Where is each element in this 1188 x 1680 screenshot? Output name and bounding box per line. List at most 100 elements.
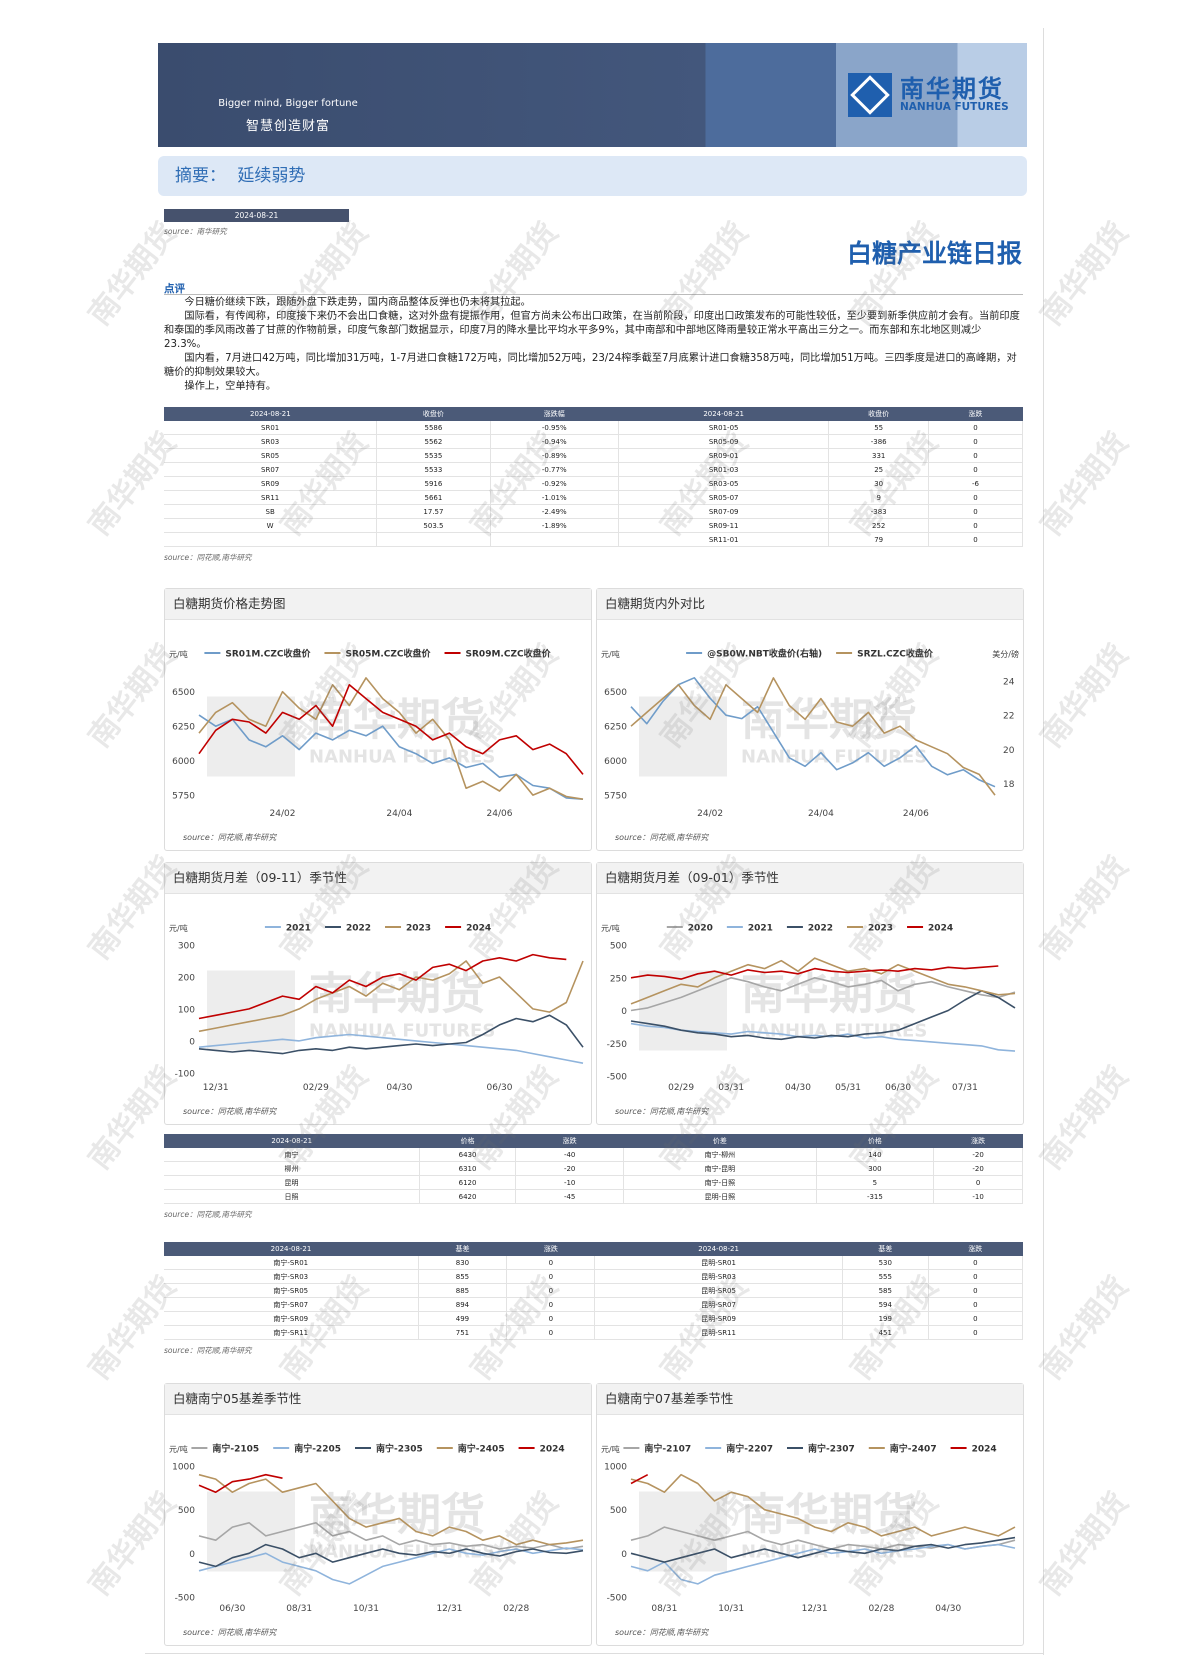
legend-label: 南宁-2205 <box>294 1443 341 1455</box>
table-cell: 499 <box>418 1311 508 1326</box>
watermark-cn: 南华期货 <box>741 1490 917 1541</box>
table-cell: 0 <box>928 504 1024 519</box>
table-cell: 252 <box>828 518 929 533</box>
table-cell: 0 <box>928 1283 1024 1298</box>
header-cell: 基差 <box>418 1242 507 1256</box>
table-cell: 140 <box>816 1148 935 1162</box>
watermark: 南华期货 <box>1034 1270 1136 1387</box>
legend: 2020 2021 2022 2023 2024 <box>666 924 953 934</box>
table-cell: 昆明-日照 <box>623 1189 817 1204</box>
table-cell: 5661 <box>376 490 491 505</box>
page-edge <box>145 1653 1043 1654</box>
y-axis-label: 元/吨 <box>601 649 620 659</box>
table-cell: 0 <box>506 1311 596 1326</box>
y-tick-label: -500 <box>175 1594 196 1604</box>
table-cell: 0 <box>928 518 1024 533</box>
table-cell: -2.49% <box>490 504 619 519</box>
table-cell: SR05 <box>164 448 378 463</box>
paragraph: 操作上，空单持有。 <box>184 381 277 392</box>
header-cell: 涨跌 <box>928 1242 1023 1256</box>
y-axis-label: 元/吨 <box>601 1444 620 1454</box>
header-cell: 价格 <box>816 1134 934 1148</box>
slogan-en: Bigger mind, Bigger fortune <box>218 98 358 109</box>
logo: 南华期货 NANHUA FUTURES <box>848 69 1018 121</box>
data-table: 2024-08-21 基差 涨跌 2024-08-21 基差 涨跌 南宁-SR01 830 0 昆… <box>164 1242 1024 1340</box>
x-tick-label: 06/30 <box>219 1604 245 1614</box>
table-cell: -0.94% <box>490 434 619 449</box>
series-line <box>630 990 1016 1041</box>
table-cell: 199 <box>842 1311 929 1326</box>
x-tick-label: 24/06 <box>487 809 513 819</box>
series-line <box>198 953 567 1020</box>
header-cell: 2024-08-21 <box>618 407 829 421</box>
y-tick-label: 6000 <box>172 757 195 767</box>
table-cell: 6420 <box>419 1189 517 1204</box>
chart-source: source：同花顺,南华研究 <box>183 833 277 842</box>
legend-label: SR09M.CZC收盘价 <box>466 648 552 660</box>
y-tick-label: -100 <box>175 1069 196 1079</box>
table-cell: 0 <box>928 448 1024 463</box>
table-cell: 5916 <box>376 476 491 491</box>
series-line <box>630 965 999 980</box>
table-cell: -386 <box>828 434 929 449</box>
page-edge <box>1043 28 1044 1655</box>
table-cell: 0 <box>506 1283 596 1298</box>
table-cell: 0 <box>928 1297 1024 1312</box>
table-cell: SR01 <box>164 421 378 435</box>
legend-label: SR05M.CZC收盘价 <box>345 648 431 660</box>
table-cell: 南宁-SR07 <box>164 1297 419 1312</box>
table-row: 南宁-SR03 855 0 昆明-SR03 555 0 <box>164 1269 1024 1284</box>
table-cell: -315 <box>816 1189 935 1204</box>
legend: 2021 2022 2023 2024 <box>264 924 491 934</box>
x-tick-label: 02/29 <box>668 1083 694 1093</box>
x-tick-label: 02/29 <box>303 1083 329 1093</box>
table-row: SR01 5586 -0.95% SR01-05 55 0 <box>164 421 1024 435</box>
table-cell: 5535 <box>376 448 491 463</box>
table-row: 日照 6420 -45 昆明-日照 -315 -10 <box>164 1189 1023 1204</box>
series-line <box>630 677 996 796</box>
table-cell: 日照 <box>164 1189 420 1204</box>
table-block: 2024-08-21 基差 涨跌 2024-08-21 基差 涨跌 南宁-SR01 830 0 昆… <box>164 1242 1024 1356</box>
y-tick-label: 1000 <box>172 1463 195 1473</box>
table-cell: 79 <box>828 532 929 547</box>
table-cell: 0 <box>928 1311 1024 1326</box>
y-tick-label: 5750 <box>604 792 627 802</box>
header-banner: Bigger mind, Bigger fortune 智慧创造财富 南华期货 … <box>158 43 1027 147</box>
divider <box>164 294 1023 295</box>
table-cell: 503.5 <box>376 518 491 533</box>
table-cell: 南宁-SR09 <box>164 1311 419 1326</box>
series-line <box>198 1473 584 1546</box>
table-cell: 0 <box>506 1325 596 1340</box>
table-cell: 300 <box>816 1161 935 1176</box>
table-cell: 南宁-SR03 <box>164 1269 419 1284</box>
series-line <box>630 977 1016 1012</box>
series-line <box>630 677 996 788</box>
x-tick-label: 02/28 <box>503 1604 529 1614</box>
header-cell: 2024-08-21 <box>164 1242 418 1256</box>
table-cell: SR03 <box>164 434 378 449</box>
legend: 南宁-2107 南宁-2207 南宁-2307 南宁-2407 2024 <box>623 1443 997 1455</box>
watermark: 南华期货 <box>1034 1486 1136 1603</box>
table-row: 昆明 6120 -10 南宁-日照 5 0 <box>164 1175 1023 1190</box>
table-cell: -383 <box>828 504 929 519</box>
x-tick-label: 24/04 <box>386 809 412 819</box>
table-cell: 0 <box>933 1175 1023 1190</box>
legend-label: 南宁-2407 <box>890 1443 937 1455</box>
legend-label: 2023 <box>406 924 431 934</box>
y-axis-label: 元/吨 <box>169 1444 188 1454</box>
table-cell: 9 <box>828 490 929 505</box>
legend-label: 2024 <box>972 1445 997 1455</box>
watermark: 南华期货 <box>1034 1060 1136 1177</box>
chart-panel: 白糖期货价格走势图 南华期货 NANHUA FUTURES 元/吨 5750 6000 62… <box>164 588 592 851</box>
series-line <box>198 1033 584 1064</box>
table-cell: W <box>164 518 378 533</box>
table-cell: -20 <box>515 1161 625 1176</box>
table-cell: -10 <box>933 1189 1023 1204</box>
table-cell: -1.01% <box>490 490 619 505</box>
y-tick-label: 0 <box>621 1007 627 1017</box>
watermark-logo <box>639 970 727 1051</box>
x-tick-label: 12/31 <box>802 1604 828 1614</box>
